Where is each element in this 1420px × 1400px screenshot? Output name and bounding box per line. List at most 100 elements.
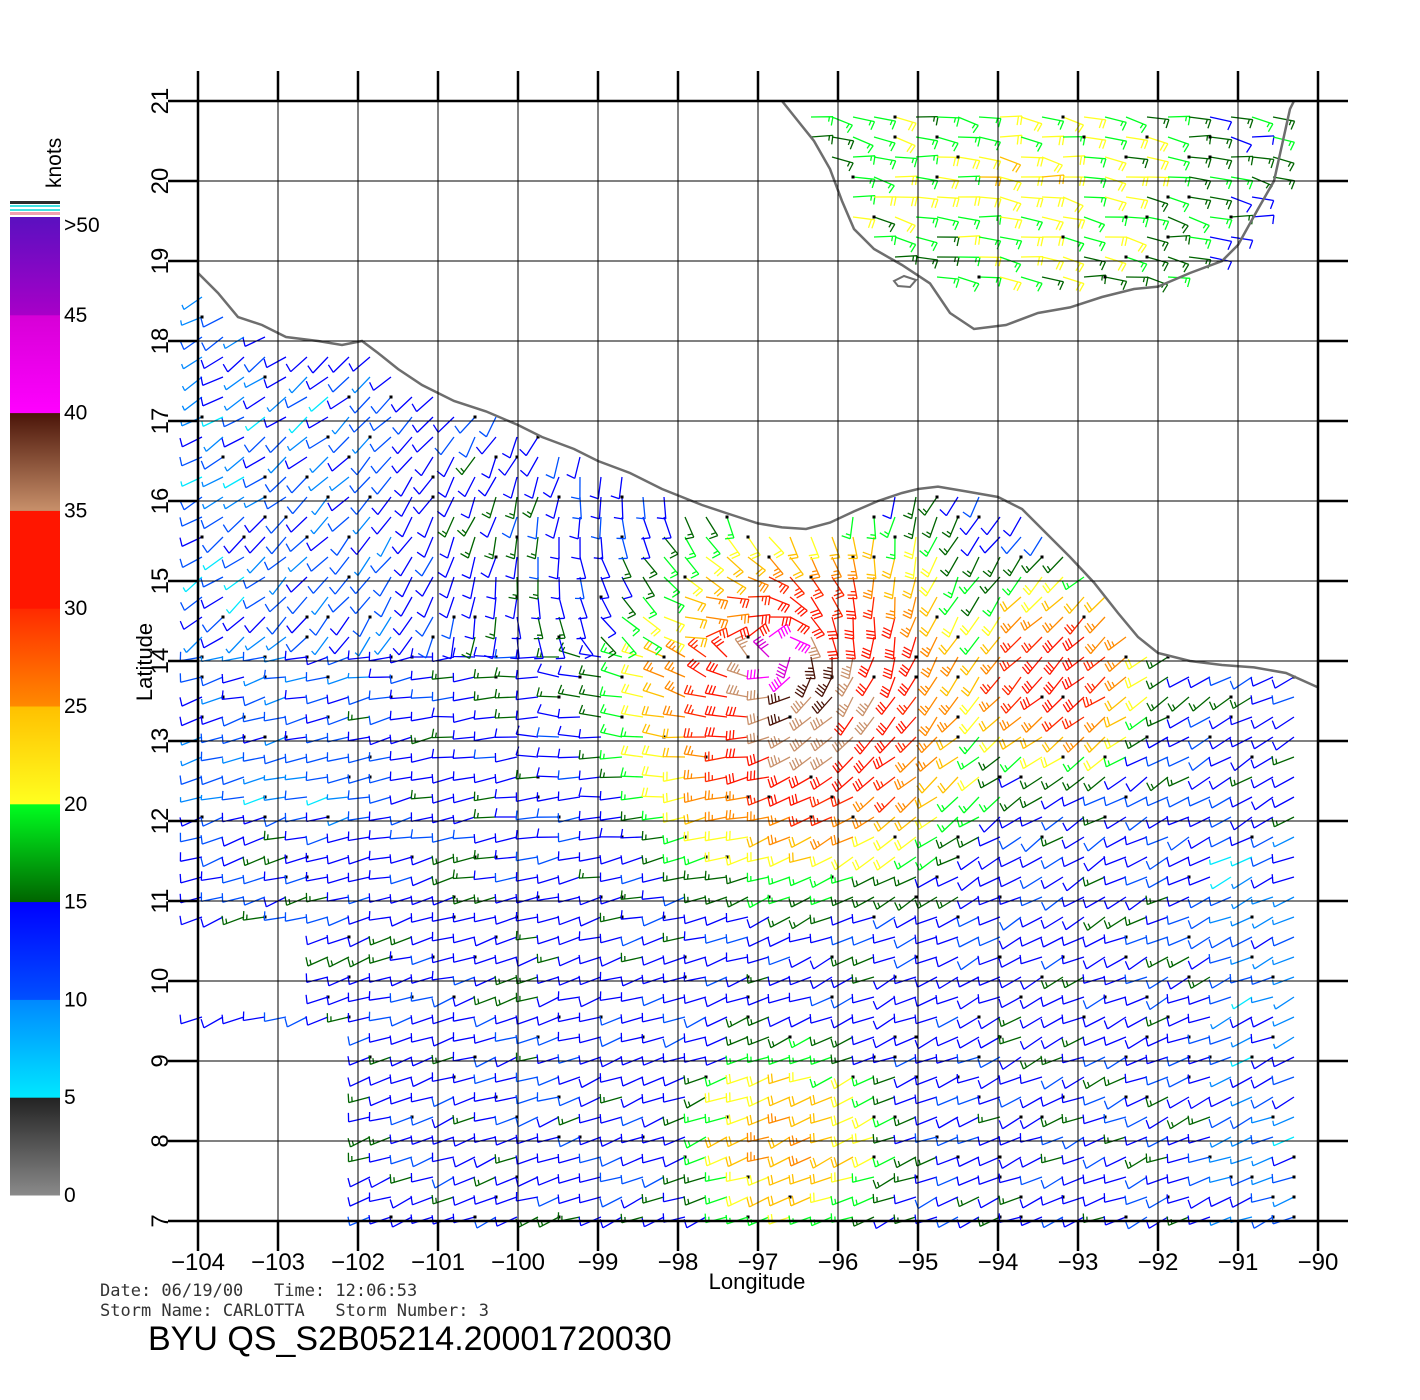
wind-barb <box>494 648 518 659</box>
wind-barb <box>1124 956 1148 971</box>
wind-barb <box>347 731 371 742</box>
wind-barb <box>1125 156 1149 169</box>
wind-barb <box>1043 676 1064 695</box>
rain-flag-marker <box>1103 275 1107 279</box>
wind-barb <box>590 516 602 540</box>
latitude-tick-label: 11 <box>147 889 174 914</box>
rain-flag-marker <box>1124 1215 1128 1219</box>
wind-barb <box>1230 1036 1253 1048</box>
wind-barb <box>683 792 707 804</box>
rain-flag-marker <box>830 995 834 999</box>
wind-barb <box>368 1055 392 1066</box>
wind-barb <box>1166 994 1190 1004</box>
colorbar-band <box>10 314 60 414</box>
wind-barb <box>1145 835 1169 846</box>
rain-flag-marker <box>452 995 456 999</box>
wind-barb <box>768 596 791 613</box>
rain-flag-marker <box>1040 555 1044 559</box>
wind-barb <box>960 536 980 557</box>
wind-barb <box>873 116 897 130</box>
wind-barb <box>578 830 602 841</box>
wind-barb <box>1103 916 1127 930</box>
wind-barb <box>885 596 896 620</box>
wind-barb <box>1124 716 1148 731</box>
wind-barb <box>893 1036 917 1047</box>
wind-barb <box>1040 836 1064 847</box>
wind-barb <box>578 787 602 798</box>
rain-flag-marker <box>1019 1195 1023 1199</box>
wind-barb <box>767 713 791 727</box>
wind-barb <box>641 723 665 738</box>
wind-barb <box>410 1135 434 1146</box>
wind-barb <box>473 808 497 819</box>
wind-barb <box>1230 856 1253 867</box>
wind-barb <box>200 696 224 705</box>
wind-barb <box>1167 115 1191 126</box>
wind-barb <box>1083 156 1107 168</box>
wind-barb <box>704 1136 728 1149</box>
wind-barb <box>1230 896 1253 910</box>
wind-barb <box>1103 896 1127 910</box>
wind-barb <box>814 676 833 698</box>
wind-barb <box>200 636 224 649</box>
wind-barb <box>1020 216 1043 231</box>
wind-barb <box>502 476 518 499</box>
wind-barb <box>1020 156 1044 167</box>
wind-barb <box>665 638 686 658</box>
wind-barb <box>1040 856 1064 870</box>
latitude-tick-label: 9 <box>147 1054 174 1067</box>
wind-barb <box>1124 1156 1148 1170</box>
wind-barb <box>431 912 455 922</box>
wind-barb <box>1082 1056 1106 1068</box>
wind-barb <box>852 796 875 813</box>
wind-barb <box>1251 156 1275 169</box>
wind-barb <box>484 596 497 620</box>
wind-barb <box>578 644 602 658</box>
rain-flag-marker <box>536 775 540 779</box>
wind-barb <box>1208 936 1232 949</box>
wind-barb <box>599 827 623 838</box>
wind-barb <box>641 810 665 821</box>
wind-barb <box>811 696 833 714</box>
wind-barb <box>389 1074 413 1085</box>
rain-flag-marker <box>284 875 288 879</box>
wind-barb <box>862 596 875 620</box>
wind-barb <box>1019 876 1043 890</box>
wind-barb <box>936 116 960 127</box>
wind-barb <box>578 1012 602 1023</box>
wind-barb <box>536 1054 560 1065</box>
wind-barb <box>835 696 854 718</box>
wind-barb <box>1229 715 1253 726</box>
wind-barb <box>536 1076 560 1087</box>
wind-barb <box>999 636 1022 654</box>
wind-barb <box>1061 716 1085 730</box>
wind-barb <box>1188 756 1211 772</box>
wind-barb <box>725 854 749 866</box>
wind-barb <box>1125 696 1148 712</box>
rain-flag-marker <box>515 455 519 459</box>
wind-barb <box>599 1172 623 1183</box>
wind-barb <box>431 1176 455 1189</box>
wind-barb <box>999 196 1022 212</box>
rain-flag-marker <box>1124 935 1128 939</box>
rain-flag-marker <box>200 675 204 679</box>
wind-barb <box>222 336 245 350</box>
wind-barb <box>1145 996 1169 1011</box>
wind-barb <box>578 1153 602 1164</box>
wind-barb <box>473 710 497 720</box>
wind-barb <box>1020 116 1043 132</box>
rain-flag-marker <box>725 515 729 519</box>
wind-barb <box>1082 1174 1106 1185</box>
wind-barb <box>642 636 663 656</box>
wind-barb <box>515 1176 539 1187</box>
rain-flag-marker <box>1019 555 1023 559</box>
wind-barb <box>515 1134 539 1145</box>
wind-barb <box>522 496 539 519</box>
wind-barb <box>1125 196 1149 210</box>
wind-barb <box>957 116 979 134</box>
rain-flag-marker <box>872 675 876 679</box>
wind-barb <box>1166 1153 1190 1164</box>
wind-barb <box>1083 836 1106 852</box>
wind-barb <box>570 476 581 500</box>
wind-barb <box>200 775 224 786</box>
